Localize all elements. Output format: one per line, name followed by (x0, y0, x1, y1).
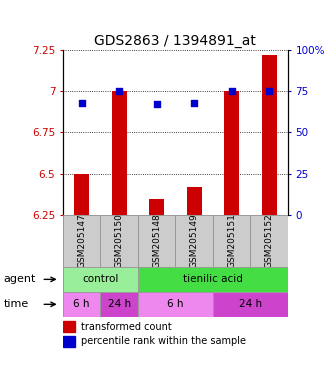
FancyBboxPatch shape (63, 292, 100, 317)
Text: 24 h: 24 h (108, 299, 131, 310)
Point (154, 101, 159, 108)
FancyBboxPatch shape (63, 215, 100, 267)
FancyBboxPatch shape (213, 215, 251, 267)
Text: control: control (82, 274, 118, 285)
FancyBboxPatch shape (100, 215, 138, 267)
Bar (187, 187, 202, 215)
Text: GSM205150: GSM205150 (115, 214, 124, 268)
Text: 6 h: 6 h (167, 299, 184, 310)
Point (229, 88, 234, 94)
Text: agent: agent (3, 274, 36, 285)
Text: GSM205147: GSM205147 (77, 214, 86, 268)
Text: transformed count: transformed count (81, 322, 172, 332)
Bar (112, 91, 127, 215)
FancyBboxPatch shape (138, 292, 213, 317)
FancyBboxPatch shape (100, 292, 138, 317)
Bar (149, 199, 164, 215)
Bar (63, 336, 75, 347)
FancyBboxPatch shape (138, 267, 288, 292)
Text: time: time (3, 299, 28, 310)
FancyBboxPatch shape (63, 267, 138, 292)
Bar (63, 321, 75, 332)
Point (266, 88, 272, 94)
Bar (74, 174, 89, 215)
Text: GSM205148: GSM205148 (152, 214, 161, 268)
Text: 6 h: 6 h (73, 299, 90, 310)
Text: GSM205152: GSM205152 (265, 214, 274, 268)
Bar (262, 55, 277, 215)
FancyBboxPatch shape (175, 215, 213, 267)
Point (192, 100, 197, 106)
Text: percentile rank within the sample: percentile rank within the sample (81, 336, 246, 346)
Bar (224, 91, 239, 215)
Text: GSM205151: GSM205151 (227, 214, 236, 268)
FancyBboxPatch shape (213, 292, 288, 317)
Text: GSM205149: GSM205149 (190, 214, 199, 268)
Text: 24 h: 24 h (239, 299, 262, 310)
Text: tienilic acid: tienilic acid (183, 274, 243, 285)
FancyBboxPatch shape (251, 215, 288, 267)
FancyBboxPatch shape (138, 215, 175, 267)
Point (79, 100, 84, 106)
Point (117, 88, 122, 94)
Title: GDS2863 / 1394891_at: GDS2863 / 1394891_at (94, 33, 257, 48)
